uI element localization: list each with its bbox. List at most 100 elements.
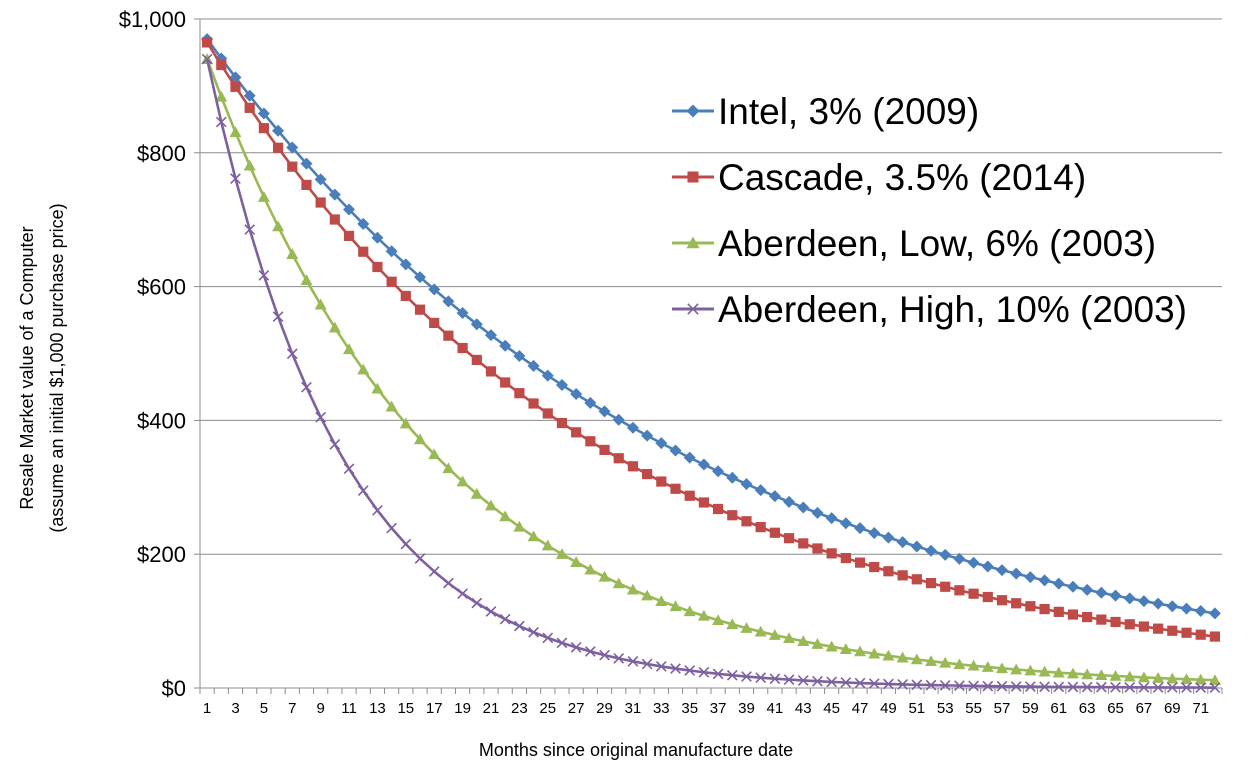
data-point — [272, 124, 285, 137]
data-point — [755, 522, 766, 533]
data-point — [839, 517, 852, 530]
x-tick-label: 67 — [1136, 700, 1153, 717]
legend-swatch-marker — [687, 303, 699, 315]
data-point — [1138, 621, 1150, 632]
data-point — [1095, 586, 1108, 599]
data-point — [386, 522, 397, 534]
data-point — [697, 458, 710, 471]
data-point — [825, 512, 838, 525]
data-point — [443, 577, 454, 589]
data-point — [314, 173, 327, 186]
data-point — [684, 490, 695, 501]
data-point — [470, 487, 483, 499]
data-point — [357, 485, 369, 497]
x-tick-label: 53 — [937, 700, 954, 717]
data-point — [981, 560, 994, 573]
x-tick-label: 33 — [653, 700, 670, 717]
data-point — [967, 659, 980, 671]
data-point — [1166, 682, 1178, 693]
data-point — [798, 538, 809, 549]
data-point — [669, 600, 682, 612]
data-point — [456, 475, 469, 487]
data-point — [201, 53, 213, 65]
data-point — [939, 680, 951, 691]
data-point — [1110, 616, 1121, 628]
data-point — [456, 306, 469, 319]
data-point — [825, 640, 838, 652]
x-tick-label: 17 — [426, 700, 443, 717]
data-point — [300, 274, 313, 285]
data-point — [1137, 671, 1150, 683]
data-point — [400, 538, 412, 550]
data-point — [1124, 681, 1136, 693]
data-point — [712, 503, 724, 515]
data-point — [1209, 682, 1221, 694]
data-point — [627, 461, 639, 472]
data-point — [257, 191, 270, 202]
data-point — [854, 645, 867, 657]
data-point — [528, 626, 539, 638]
data-point — [1081, 681, 1093, 693]
legend-label: Intel, 3% (2009) — [718, 91, 979, 132]
data-point — [627, 655, 639, 667]
legend-item: Aberdeen, Low, 6% (2003) — [672, 223, 1156, 264]
data-point — [357, 363, 370, 375]
data-point — [783, 674, 795, 685]
data-point — [513, 520, 526, 532]
data-point — [613, 453, 624, 464]
data-point — [244, 102, 255, 113]
data-point — [484, 329, 497, 342]
data-point — [712, 668, 724, 680]
data-point — [1137, 595, 1150, 608]
data-point — [315, 197, 326, 208]
data-point — [556, 417, 568, 429]
data-point — [612, 413, 625, 426]
data-point — [669, 444, 682, 457]
x-tick-label: 43 — [795, 700, 812, 717]
data-point — [797, 501, 810, 514]
data-point — [741, 671, 752, 682]
data-point — [1208, 674, 1221, 686]
data-point — [1024, 571, 1037, 584]
data-point — [244, 224, 256, 235]
data-point — [1180, 673, 1193, 685]
data-point — [243, 159, 256, 171]
data-point — [258, 123, 269, 134]
data-point — [1194, 605, 1207, 618]
data-point — [513, 349, 526, 362]
x-tick-label: 29 — [596, 700, 613, 717]
data-point — [541, 369, 554, 382]
x-tick-label: 19 — [454, 700, 471, 717]
data-point — [1081, 668, 1094, 680]
data-point — [1209, 631, 1221, 642]
data-point — [954, 585, 965, 596]
x-tick-label: 15 — [397, 700, 414, 717]
data-point — [981, 661, 994, 672]
data-point — [485, 366, 497, 377]
x-tick-label: 57 — [994, 700, 1011, 717]
data-point — [656, 476, 667, 487]
data-point — [598, 570, 611, 582]
data-point — [328, 321, 341, 333]
y-tick-label: $200 — [137, 542, 186, 567]
x-tick-label: 51 — [908, 700, 925, 717]
data-point — [414, 271, 427, 284]
data-point — [514, 620, 525, 632]
data-point — [995, 662, 1008, 674]
data-point — [457, 588, 468, 599]
series-group — [201, 33, 1221, 694]
data-point — [797, 635, 810, 647]
data-point — [683, 451, 696, 464]
data-point — [940, 581, 951, 592]
data-point — [642, 468, 653, 480]
y-tick-label: $1,000 — [119, 7, 186, 32]
data-point — [868, 647, 881, 659]
data-point — [301, 381, 312, 393]
x-tick-label: 5 — [260, 700, 268, 717]
data-point — [1067, 609, 1079, 620]
data-point — [230, 173, 241, 184]
data-point — [655, 595, 668, 606]
data-point — [911, 679, 923, 691]
data-point — [1081, 583, 1094, 596]
data-point — [499, 510, 512, 522]
